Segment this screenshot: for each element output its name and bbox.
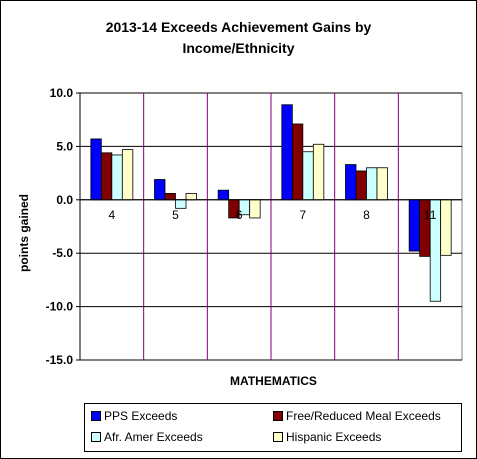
y-tick-label: 5.0 — [56, 139, 73, 153]
bar-hispanic-exceeds-11 — [440, 199, 452, 256]
plot-area: 10.0 5.0 0.0 -5.0 -10.0 -15.0 4 5 6 7 8 11 — [46, 86, 463, 367]
x-axis-label: MATHEMATICS — [230, 374, 317, 388]
bar-afr-amer-exceeds-7 — [302, 151, 314, 201]
legend-label: Afr. Amer Exceeds — [104, 430, 203, 444]
y-tick-label: 10.0 — [50, 86, 74, 100]
bar-pps-exceeds-8 — [345, 164, 357, 201]
legend: PPS Exceeds Free/Reduced Meal Exceeds Afr.… — [84, 403, 462, 452]
bar-free-reduced-meal-exceeds-4 — [100, 152, 113, 201]
y-tick-label: 0.0 — [56, 193, 73, 207]
bar-hispanic-exceeds-7 — [312, 143, 325, 201]
legend-swatch — [273, 411, 283, 421]
y-tick-label: -15.0 — [46, 353, 74, 367]
bar-free-reduced-meal-exceeds-5 — [164, 192, 176, 201]
y-tick-label: -5.0 — [52, 246, 73, 260]
y-tick-label: -10.0 — [46, 300, 74, 314]
bar-afr-amer-exceeds-8 — [366, 167, 378, 201]
bar-hispanic-exceeds-5 — [185, 192, 197, 201]
legend-swatch — [91, 432, 101, 442]
legend-swatch — [273, 432, 283, 442]
legend-swatch — [91, 411, 101, 421]
x-tick-label: 11 — [424, 208, 437, 222]
x-tick-label: 8 — [363, 208, 370, 222]
bar-pps-exceeds-7 — [281, 104, 293, 201]
bar-free-reduced-meal-exceeds-7 — [291, 123, 304, 201]
legend-label: Free/Reduced Meal Exceeds — [286, 409, 441, 423]
bar-hispanic-exceeds-6 — [249, 199, 261, 219]
x-tick-label: 7 — [299, 208, 306, 222]
x-tick-label: 6 — [236, 208, 243, 222]
bar-pps-exceeds-5 — [154, 179, 166, 201]
bar-afr-amer-exceeds-4 — [111, 154, 123, 201]
legend-label: PPS Exceeds — [104, 409, 178, 423]
x-tick-label: 4 — [108, 208, 115, 222]
bar-pps-exceeds-4 — [90, 138, 102, 201]
bar-free-reduced-meal-exceeds-8 — [355, 170, 367, 201]
bar-pps-exceeds-11 — [408, 199, 421, 252]
bar-hispanic-exceeds-8 — [376, 167, 388, 201]
chart-title: 2013-14 Exceeds Achievement Gains by Inc… — [105, 19, 372, 56]
bar-hispanic-exceeds-4 — [121, 149, 134, 201]
bar-pps-exceeds-6 — [217, 189, 230, 201]
legend-label: Hispanic Exceeds — [286, 430, 382, 444]
x-tick-label: 5 — [172, 208, 179, 222]
